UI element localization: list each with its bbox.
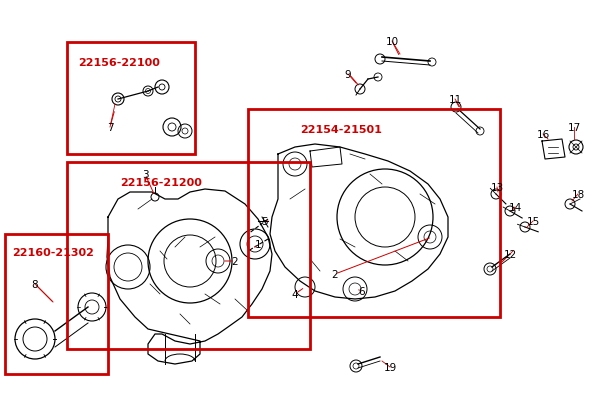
- Bar: [67, 162, 310, 349]
- Text: 7: 7: [107, 123, 114, 133]
- Text: 11: 11: [448, 95, 461, 105]
- Bar: [248, 110, 500, 317]
- Text: 13: 13: [490, 183, 504, 192]
- Text: 14: 14: [509, 202, 522, 213]
- Text: 22156-21200: 22156-21200: [120, 177, 202, 188]
- Text: 5: 5: [261, 216, 268, 226]
- Text: 3: 3: [142, 170, 149, 179]
- Text: 15: 15: [526, 216, 539, 226]
- Text: 10: 10: [385, 37, 399, 47]
- Text: 16: 16: [536, 130, 550, 140]
- Text: 19: 19: [384, 362, 397, 372]
- Text: 22160-21302: 22160-21302: [12, 247, 94, 257]
- Bar: [5, 234, 108, 374]
- Text: 22156-22100: 22156-22100: [78, 58, 160, 68]
- Text: 1: 1: [255, 239, 262, 249]
- Text: 6: 6: [359, 286, 365, 296]
- Text: 2: 2: [332, 269, 338, 279]
- Text: 18: 18: [571, 190, 585, 200]
- Text: 17: 17: [567, 123, 580, 133]
- Text: 12: 12: [503, 249, 516, 259]
- Text: 22154-21501: 22154-21501: [300, 125, 382, 135]
- Text: 2: 2: [232, 256, 239, 266]
- Bar: [67, 43, 195, 155]
- Text: 4: 4: [292, 289, 298, 299]
- Text: 9: 9: [345, 70, 352, 80]
- Text: 8: 8: [31, 279, 38, 289]
